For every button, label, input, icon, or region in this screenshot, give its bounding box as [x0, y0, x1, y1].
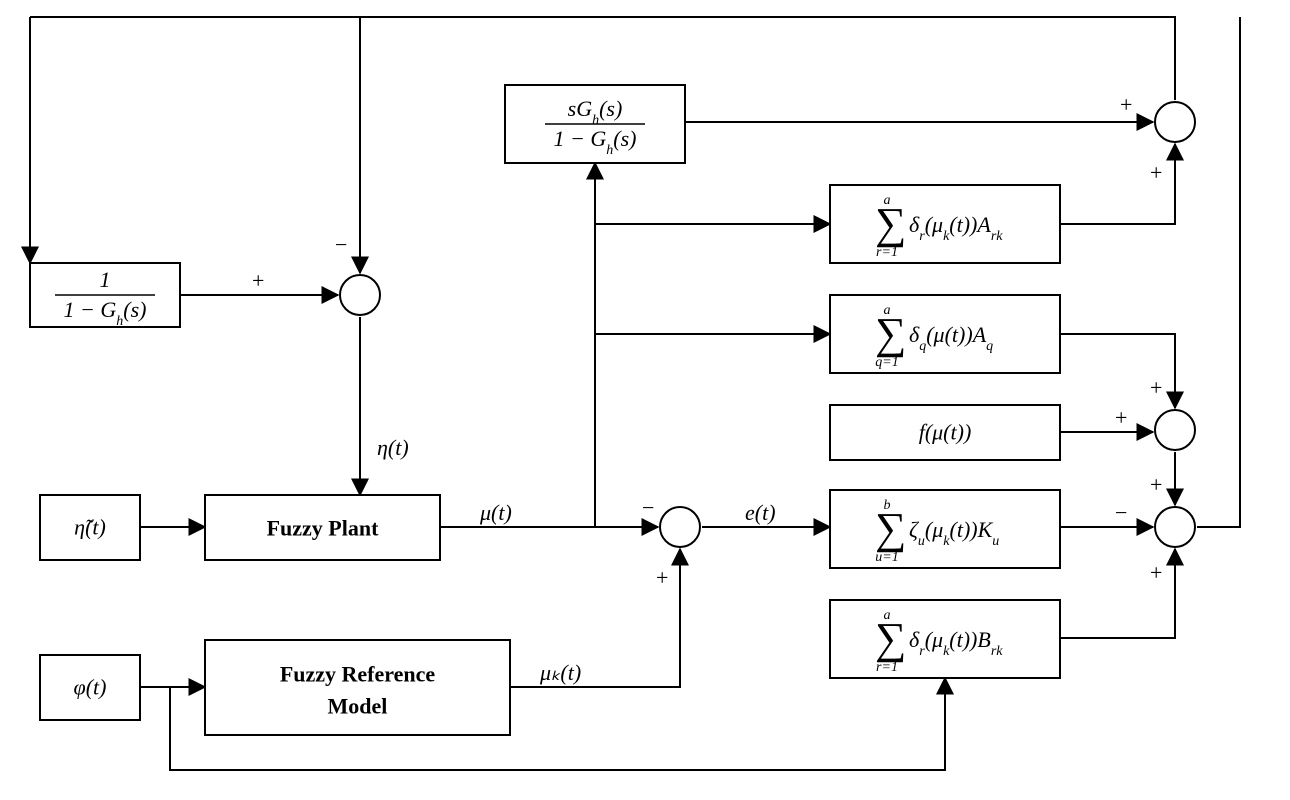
svg-text:Model: Model: [328, 694, 388, 719]
edge-label-lbl_muk: μₖ(t): [539, 660, 581, 685]
svg-text:q=1: q=1: [875, 355, 898, 370]
block-blk_sum_Aq: ∑aq=1δq(μ(t))Aq: [830, 295, 1060, 373]
edge-e_sumbot_out_up: [1197, 17, 1240, 527]
edge-label-lbl_eta: η(t): [377, 435, 409, 460]
block-blk_G1: 11 − Gh(s): [30, 263, 180, 329]
nodes: 11 − Gh(s) sGh(s)1 − Gh(s) η̃(t) φ(t) Fuzzy …: [30, 85, 1195, 735]
sign: +: [1115, 405, 1127, 430]
block-blk_refmodel: Fuzzy Reference Model: [205, 640, 510, 735]
svg-text:a: a: [884, 303, 891, 318]
sign: −: [335, 232, 347, 257]
sign: +: [252, 268, 264, 293]
sign: −: [642, 495, 654, 520]
block-blk_sum_Ku: ∑bu=1ζu(μk(t))Ku: [830, 490, 1060, 568]
svg-text:f(μ(t)): f(μ(t)): [919, 420, 972, 445]
block-blk_Gtop: sGh(s)1 − Gh(s): [505, 85, 685, 163]
svg-text:Fuzzy Reference: Fuzzy Reference: [280, 662, 436, 687]
svg-text:a: a: [884, 608, 891, 623]
sum-junction-sum_err: [660, 507, 700, 547]
block-blk_plant: Fuzzy Plant: [205, 495, 440, 560]
block-blk_phi: φ(t): [40, 655, 140, 720]
sum-junction-sum_bot: [1155, 507, 1195, 547]
sign: +: [1150, 160, 1162, 185]
edge-label-lbl_e: e(t): [745, 500, 776, 525]
svg-text:Fuzzy Plant: Fuzzy Plant: [267, 516, 379, 541]
edge-label-lbl_mu: μ(t): [479, 500, 512, 525]
sum-junction-sum_top: [1155, 102, 1195, 142]
svg-text:∑: ∑: [875, 614, 906, 663]
svg-text:∑: ∑: [875, 309, 906, 358]
svg-text:r=1: r=1: [876, 660, 898, 675]
svg-text:∑: ∑: [875, 199, 906, 248]
sign: +: [1150, 472, 1162, 497]
sign: +: [656, 565, 668, 590]
sign: +: [1150, 375, 1162, 400]
svg-text:1: 1: [100, 267, 111, 292]
svg-text:a: a: [884, 193, 891, 208]
block-blk_sum_Ark: ∑ar=1δr(μk(t))Ark: [830, 185, 1060, 263]
sign: +: [1150, 560, 1162, 585]
block-blk_sum_Brk: ∑ar=1δr(μk(t))Brk: [830, 600, 1060, 678]
edge-e_refmodel_out: [510, 549, 680, 687]
svg-text:∑: ∑: [875, 504, 906, 553]
block-blk_f: f(μ(t)): [830, 405, 1060, 460]
svg-text:u=1: u=1: [875, 550, 898, 565]
sum-junction-sum_mid: [1155, 410, 1195, 450]
svg-text:η̃(t): η̃(t): [74, 515, 106, 540]
block-blk_eta_tilde: η̃(t): [40, 495, 140, 560]
svg-text:φ(t): φ(t): [74, 675, 107, 700]
sign: −: [1115, 500, 1127, 525]
svg-text:r=1: r=1: [876, 245, 898, 260]
svg-text:b: b: [884, 498, 891, 513]
sum-junction-sum_eta: [340, 275, 380, 315]
sign: +: [1120, 92, 1132, 117]
